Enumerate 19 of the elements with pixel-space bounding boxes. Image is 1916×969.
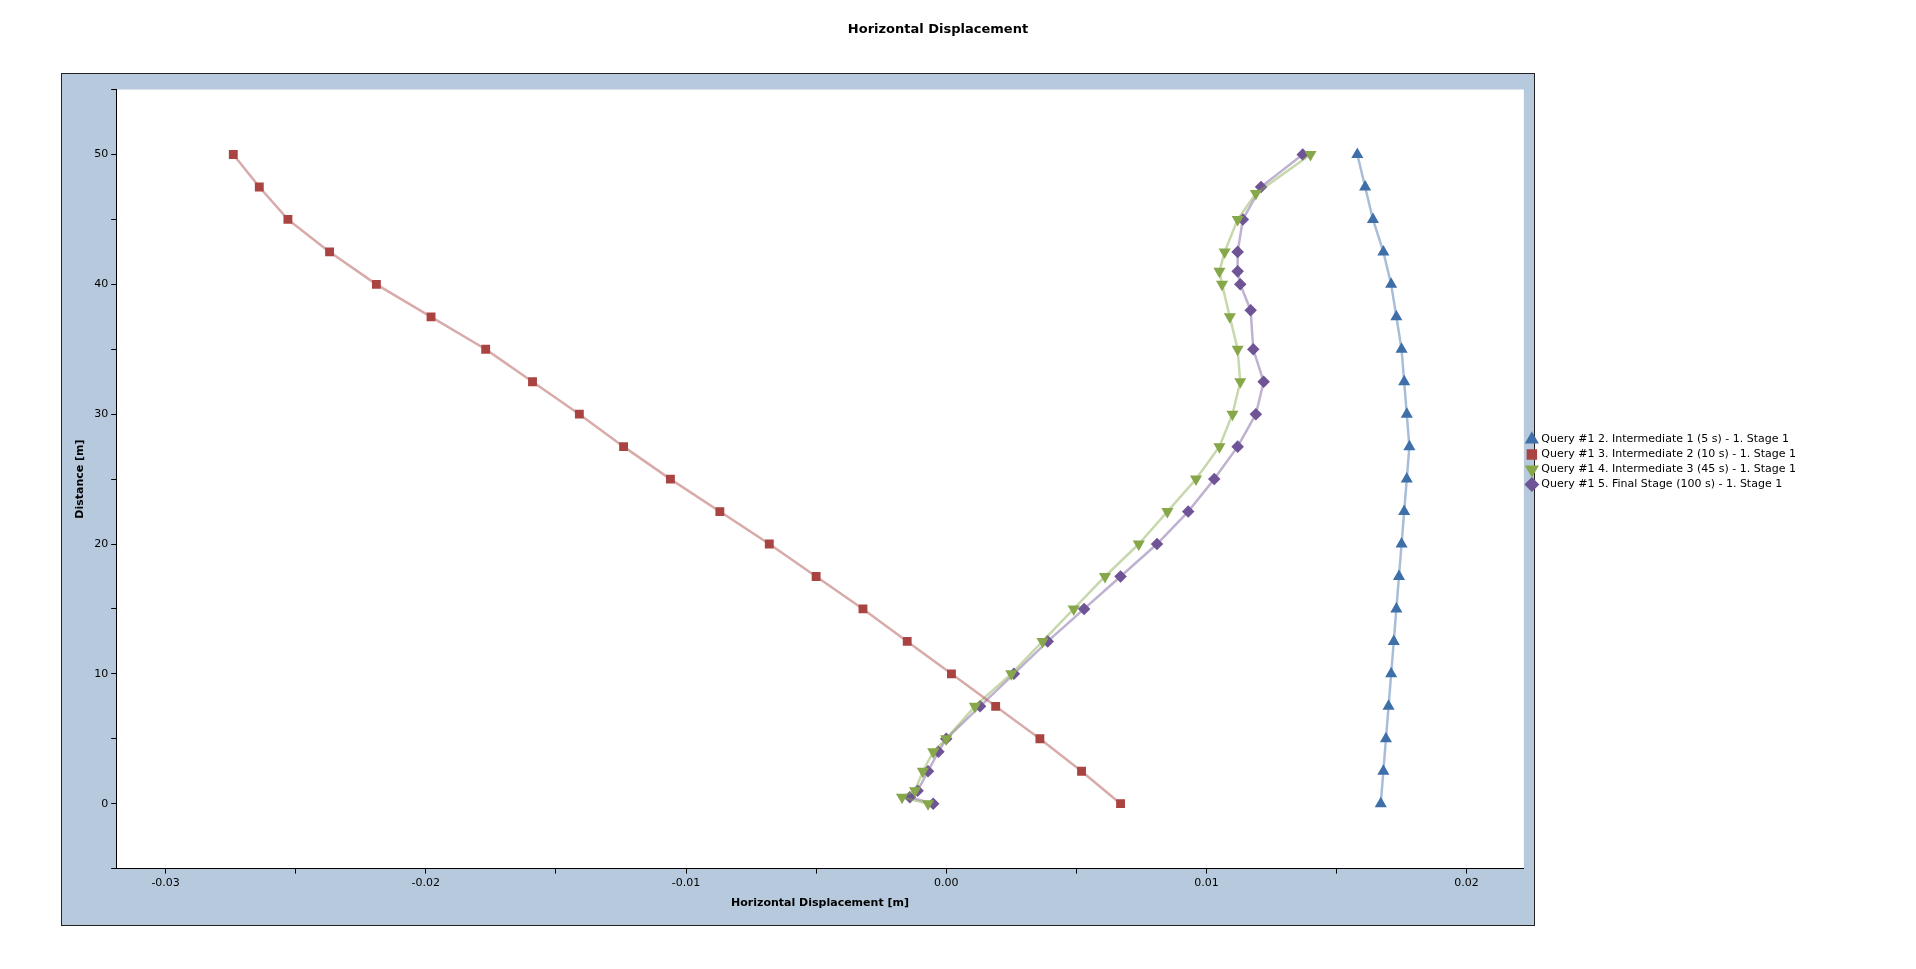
y-tick-label: 10 [94,666,109,680]
y-tick-label: 40 [94,277,109,291]
legend-label: Query #1 2. Intermediate 1 (5 s) - 1. Stage 1 [1541,432,1790,446]
x-tick-label: -0.01 [671,876,701,890]
x-tick-label: 0.01 [1194,876,1219,890]
legend-label: Query #1 5. Final Stage (100 s) - 1. Stage 1 [1541,477,1783,491]
x-tick-label: 0.02 [1454,876,1479,890]
y-tick-label: 30 [94,407,109,421]
y-tick-label: 50 [94,147,109,161]
legend-label: Query #1 3. Intermediate 2 (10 s) - 1. Stage 1 [1541,447,1797,461]
y-axis-title: Distance [m] [73,439,87,519]
x-axis-title: Horizontal Displacement [m] [731,896,909,910]
legend-label: Query #1 4. Intermediate 3 (45 s) - 1. Stage 1 [1541,462,1797,476]
x-tick-label: 0.00 [933,876,959,890]
y-tick-label: 0 [101,796,109,810]
chart-title: Horizontal Displacement [847,21,1029,37]
x-tick-label: -0.03 [151,876,180,890]
x-tick-label: -0.02 [411,876,441,890]
y-tick-label: 20 [94,536,109,550]
